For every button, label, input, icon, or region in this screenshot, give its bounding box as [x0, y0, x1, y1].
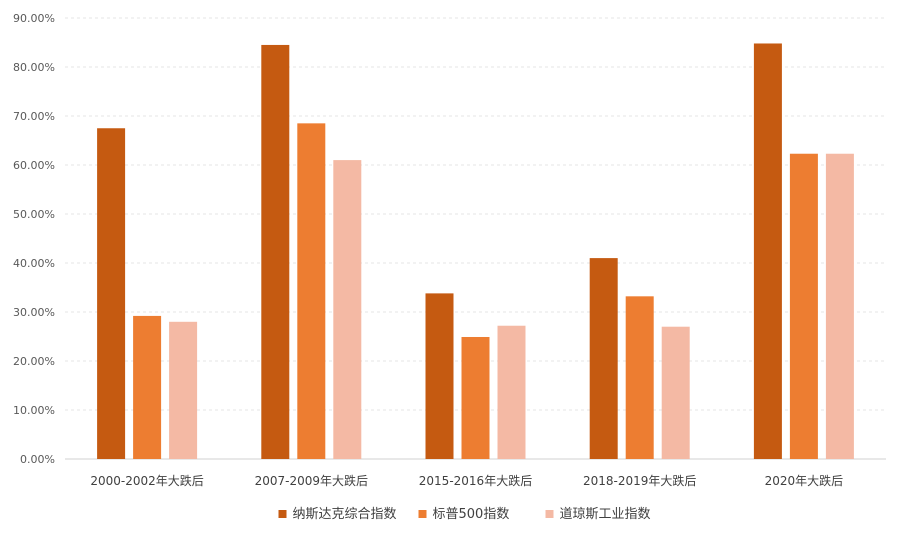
bar — [661, 326, 690, 459]
bar — [169, 321, 198, 459]
bar — [461, 336, 490, 459]
bar — [297, 123, 326, 459]
y-tick-label: 30.00% — [13, 306, 55, 319]
y-tick-label: 40.00% — [13, 257, 55, 270]
bar-layer — [97, 43, 854, 460]
bar — [789, 153, 818, 460]
legend-label: 标普500指数 — [433, 507, 510, 522]
bar — [825, 153, 854, 460]
y-tick-label: 60.00% — [13, 159, 55, 172]
bar — [97, 128, 126, 459]
bar — [333, 160, 362, 459]
bar — [753, 43, 782, 459]
bar — [589, 258, 618, 459]
x-tick-label: 2020年大跌后 — [765, 473, 844, 488]
legend-swatch — [545, 510, 554, 518]
y-tick-label: 10.00% — [13, 404, 55, 417]
y-tick-label: 80.00% — [13, 61, 55, 74]
legend-swatch — [278, 510, 287, 518]
bar — [133, 315, 162, 459]
x-tick-label: 2018-2019年大跌后 — [583, 473, 696, 488]
y-tick-label: 20.00% — [13, 355, 55, 368]
bar — [497, 325, 526, 459]
y-tick-label: 0.00% — [20, 453, 55, 466]
legend-label: 道琼斯工业指数 — [560, 507, 651, 522]
legend-label: 纳斯达克综合指数 — [293, 507, 397, 522]
category-label-layer: 2000-2002年大跌后 2007-2009年大跌后 2015-2016年大跌后 2… — [90, 473, 843, 488]
y-tick-label: 70.00% — [13, 110, 55, 123]
x-tick-label: 2000-2002年大跌后 — [90, 473, 203, 488]
y-tick-label: 50.00% — [13, 208, 55, 221]
bar — [261, 44, 290, 459]
x-tick-label: 2007-2009年大跌后 — [255, 473, 368, 488]
y-tick-label: 90.00% — [13, 12, 55, 25]
bar — [625, 296, 654, 459]
bar — [425, 293, 454, 459]
x-tick-label: 2015-2016年大跌后 — [419, 473, 532, 488]
legend-swatch — [418, 510, 427, 518]
legend: 纳斯达克综合指数 标普500指数 道琼斯工业指数 — [278, 507, 651, 522]
